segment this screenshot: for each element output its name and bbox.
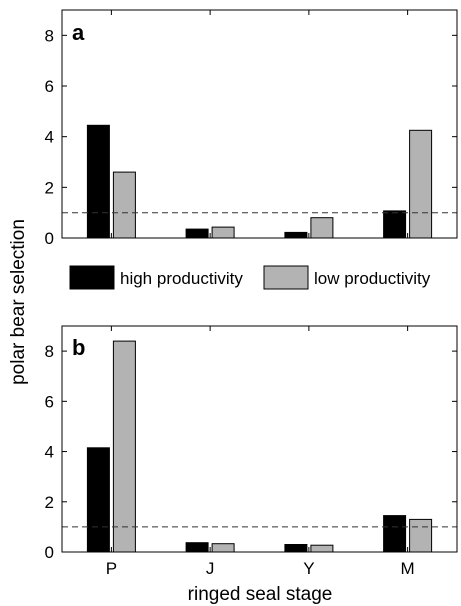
y-tick-label-a-4: 4 bbox=[45, 128, 54, 147]
bar-a-P-high-productivity bbox=[86, 124, 110, 239]
y-tick-label-b-6: 6 bbox=[45, 392, 54, 411]
x-axis-title: ringed seal stage bbox=[188, 584, 333, 605]
legend-swatch-high-productivity bbox=[69, 265, 115, 290]
panel-a-frame bbox=[61, 9, 458, 239]
panel-a-letter: a bbox=[72, 20, 85, 45]
y-tick-label-b-2: 2 bbox=[45, 493, 54, 512]
bar-a-M-high-productivity bbox=[383, 210, 407, 239]
bar-b-P-high-productivity bbox=[86, 447, 110, 553]
bar-b-P-low-productivity bbox=[112, 340, 136, 553]
x-tick-label-b-J: J bbox=[206, 559, 215, 578]
y-tick-label-b-0: 0 bbox=[45, 543, 54, 562]
bar-b-J-low-productivity bbox=[211, 543, 235, 553]
bar-b-Y-high-productivity bbox=[284, 544, 308, 553]
legend-swatch-low-productivity bbox=[263, 265, 309, 290]
legend-label-low-productivity: low productivity bbox=[314, 269, 431, 288]
bar-b-J-high-productivity bbox=[185, 542, 209, 553]
legend-label-high-productivity: high productivity bbox=[120, 269, 243, 288]
y-tick-label-a-8: 8 bbox=[45, 26, 54, 45]
y-axis-title: polar bear selection bbox=[8, 219, 29, 385]
y-tick-label-b-8: 8 bbox=[45, 342, 54, 361]
panel-b: 0 2 4 6 8 P J Y Mb bbox=[45, 325, 458, 578]
x-tick-label-b-M: M bbox=[401, 559, 415, 578]
x-tick-label-b-P: P bbox=[106, 559, 117, 578]
bar-b-Y-low-productivity bbox=[310, 544, 334, 553]
panel-b-letter: b bbox=[72, 335, 85, 360]
bar-b-M-low-productivity bbox=[409, 518, 433, 553]
bar-b-M-high-productivity bbox=[383, 515, 407, 553]
y-tick-label-a-2: 2 bbox=[45, 178, 54, 197]
x-tick-label-b-Y: Y bbox=[303, 559, 314, 578]
bar-a-P-low-productivity bbox=[112, 171, 136, 239]
panel-a: 0 2 4 6 8 a bbox=[45, 9, 458, 248]
bar-a-J-low-productivity bbox=[211, 226, 235, 239]
y-tick-label-a-0: 0 bbox=[45, 229, 54, 248]
bar-a-Y-high-productivity bbox=[284, 231, 308, 239]
bar-a-M-low-productivity bbox=[409, 129, 433, 239]
bar-a-Y-low-productivity bbox=[310, 217, 334, 239]
legend: high productivity low productivity bbox=[69, 265, 431, 290]
y-tick-label-b-4: 4 bbox=[45, 443, 54, 462]
panel-b-frame bbox=[61, 325, 458, 553]
bar-a-J-high-productivity bbox=[185, 228, 209, 239]
y-tick-label-a-6: 6 bbox=[45, 77, 54, 96]
